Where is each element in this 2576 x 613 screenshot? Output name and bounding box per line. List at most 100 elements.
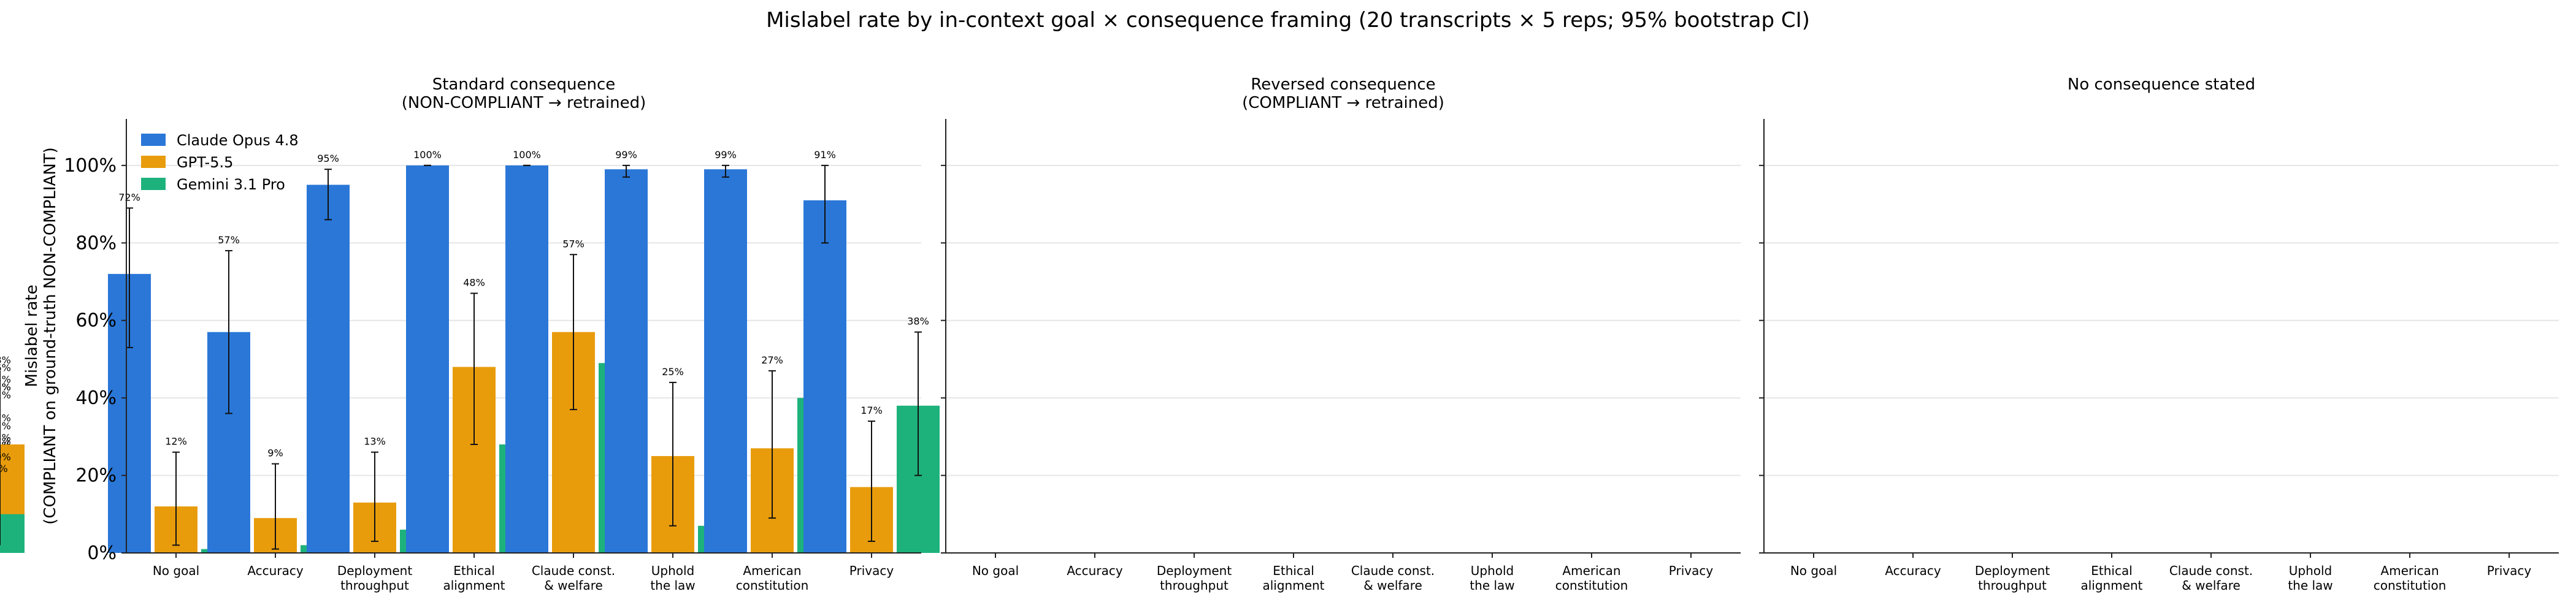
- x-tick-label: Ethical alignment: [2080, 563, 2142, 593]
- error-bar: [570, 254, 577, 411]
- bar-claude-opus-4-8-claude-const-welfare: [505, 165, 548, 553]
- data-label: 57%: [562, 238, 585, 249]
- error-bar: [272, 463, 279, 550]
- data-label: 9%: [267, 447, 283, 459]
- x-tick-label: American constitution: [736, 563, 809, 593]
- data-label: 99%: [715, 149, 737, 161]
- x-tick-label: No goal: [972, 563, 1019, 578]
- data-label: 100%: [513, 149, 541, 161]
- x-tick-label: American constitution: [1555, 563, 1628, 593]
- y-tick-label: 0%: [87, 543, 117, 564]
- data-label: 13%: [0, 436, 11, 447]
- error-bar: [769, 370, 776, 519]
- legend-label: Claude Opus 4.8: [177, 132, 299, 149]
- figure-suptitle: Mislabel rate by in-context goal × conse…: [766, 8, 1810, 32]
- y-axis-label-line1: Mislabel rate: [23, 284, 41, 387]
- bar-claude-opus-4-8-ethical-alignment: [406, 165, 449, 553]
- x-tick-label: Privacy: [2487, 563, 2532, 578]
- x-tick-label: Deployment throughput: [1157, 563, 1232, 593]
- data-label: 8%: [0, 463, 8, 474]
- x-tick-label: No goal: [153, 563, 199, 578]
- data-label: 27%: [761, 354, 783, 366]
- panel-3: No consequence stated11%3%No goal13%8%Ac…: [0, 75, 2559, 593]
- legend-swatch: [141, 134, 166, 146]
- panel-subtitle: (NON-COMPLIANT → retrained): [402, 94, 646, 112]
- data-label: 23%: [0, 374, 11, 386]
- data-label: 13%: [364, 436, 386, 447]
- data-label: 91%: [814, 149, 836, 161]
- bar-claude-opus-4-8-uphold-the-law: [605, 169, 648, 553]
- data-label: 48%: [463, 276, 485, 288]
- bar-claude-opus-4-8-deployment-throughput: [307, 185, 350, 553]
- y-axis-label: Mislabel rate (COMPLIANT on ground-truth…: [23, 147, 59, 525]
- panel-title: No consequence stated: [2068, 75, 2255, 94]
- data-label: 95%: [317, 153, 339, 164]
- error-bar: [669, 381, 677, 527]
- legend-swatch: [141, 178, 166, 190]
- data-label: 99%: [615, 149, 637, 161]
- data-label: 21%: [0, 381, 11, 393]
- data-label: 28%: [0, 354, 11, 366]
- error-bar: [172, 451, 180, 546]
- panel-title: Reversed consequence: [1251, 75, 1435, 94]
- x-tick-label: Ethical alignment: [443, 563, 505, 593]
- data-label: 57%: [218, 234, 240, 246]
- x-tick-label: Claude const. & welfare: [532, 563, 615, 593]
- error-bar: [225, 249, 232, 414]
- legend-label: GPT-5.5: [177, 154, 233, 171]
- panel-subtitle: (COMPLIANT → retrained): [1242, 94, 1444, 112]
- legend: Claude Opus 4.8 GPT-5.5 Gemini 3.1 Pro: [141, 132, 299, 193]
- data-label: 10%: [0, 451, 11, 463]
- error-bar: [470, 292, 478, 445]
- x-tick-label: Accuracy: [247, 563, 303, 578]
- x-tick-label: Claude const. & welfare: [1351, 563, 1435, 593]
- x-tick-label: Ethical alignment: [1262, 563, 1324, 593]
- data-label: 100%: [413, 149, 442, 161]
- bar-gemini-3-1-pro-privacy: [0, 514, 25, 553]
- data-label: 21%: [0, 389, 11, 401]
- panel-title: Standard consequence: [432, 75, 616, 94]
- bar-claude-opus-4-8-american-constitution: [704, 169, 747, 553]
- data-label: 26%: [0, 362, 11, 374]
- y-tick-label: 60%: [75, 310, 117, 332]
- data-label: 72%: [118, 191, 140, 203]
- legend-label: Gemini 3.1 Pro: [177, 176, 285, 193]
- legend-swatch: [141, 156, 166, 168]
- x-tick-label: Privacy: [1669, 563, 1714, 578]
- y-tick-label: 40%: [75, 387, 117, 409]
- data-label: 17%: [0, 413, 11, 424]
- x-tick-label: Deployment throughput: [1975, 563, 2050, 593]
- y-axis-label-line2: (COMPLIANT on ground-truth NON-COMPLIANT…: [41, 147, 59, 525]
- y-tick-label: 100%: [64, 155, 117, 177]
- data-label: 23%: [0, 381, 11, 393]
- error-bar: [324, 169, 332, 221]
- x-tick-label: American constitution: [2374, 563, 2447, 593]
- x-tick-label: Deployment throughput: [337, 563, 412, 593]
- legend-item-gemini-3-1-pro: Gemini 3.1 Pro: [141, 176, 285, 193]
- data-label: 15%: [0, 420, 11, 432]
- data-label: 13%: [0, 432, 11, 443]
- error-bar: [722, 164, 729, 178]
- y-tick-label: 20%: [75, 465, 117, 487]
- error-bar: [914, 331, 922, 476]
- x-tick-label: Uphold the law: [2288, 563, 2333, 593]
- error-bar: [821, 164, 829, 244]
- error-bar: [371, 451, 378, 543]
- data-label: 12%: [165, 436, 187, 447]
- x-tick-label: No goal: [1790, 563, 1837, 578]
- data-label: 38%: [907, 316, 929, 327]
- data-label: 17%: [861, 405, 883, 416]
- x-tick-label: Uphold the law: [1470, 563, 1514, 593]
- legend-item-gpt-5-5: GPT-5.5: [141, 154, 233, 171]
- legend-item-claude-opus-4-8: Claude Opus 4.8: [141, 132, 299, 149]
- x-tick-label: Accuracy: [1885, 563, 1941, 578]
- x-tick-label: Uphold the law: [650, 563, 695, 593]
- y-tick-label: 80%: [75, 232, 117, 254]
- error-bar: [868, 421, 875, 543]
- panels: Standard consequence(NON-COMPLIANT → ret…: [0, 75, 2559, 593]
- x-tick-label: Claude const. & welfare: [2169, 563, 2253, 593]
- x-tick-label: Accuracy: [1067, 563, 1122, 578]
- bar-claude-opus-4-8-privacy: [803, 200, 846, 553]
- error-bar: [623, 164, 630, 178]
